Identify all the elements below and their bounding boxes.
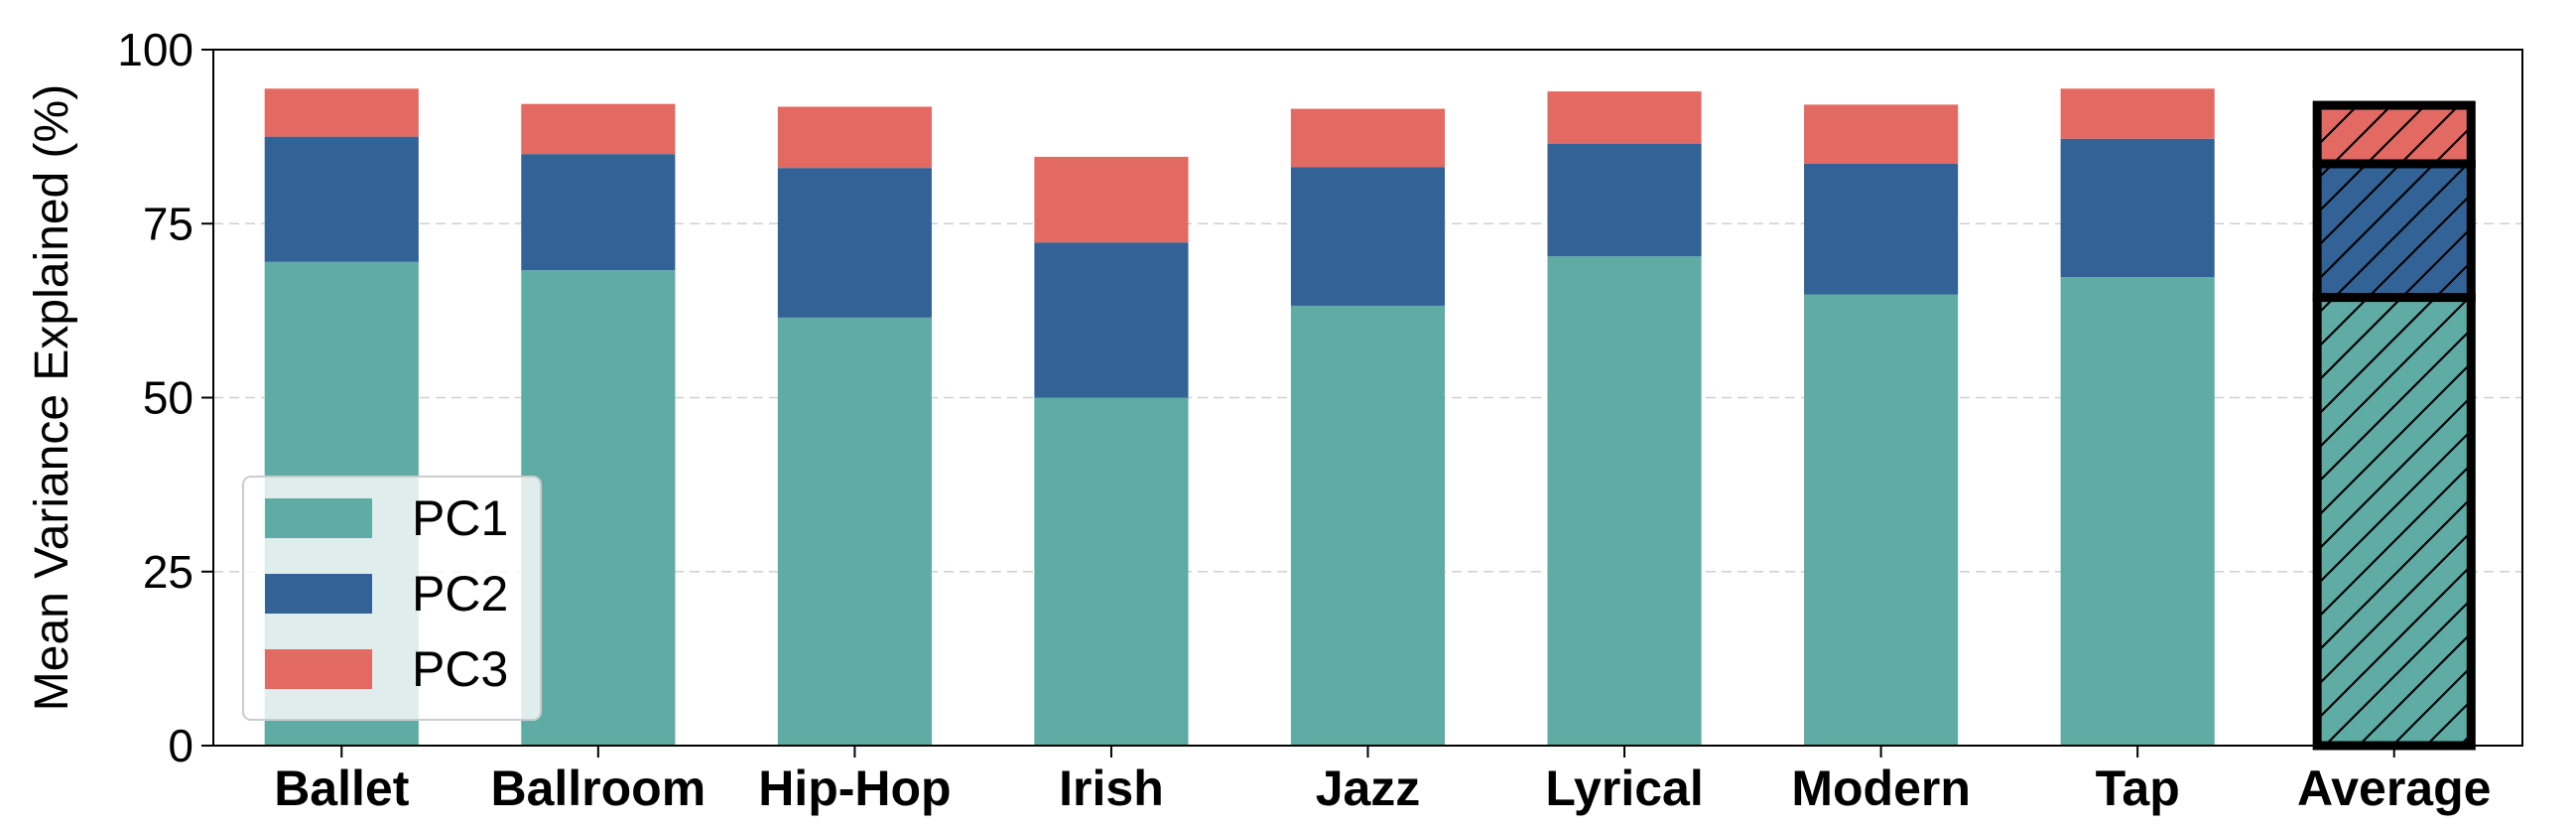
bar-segment-pc2: [2060, 138, 2215, 278]
bar-hatch: [2317, 163, 2472, 298]
bar-highlight-border: [2312, 100, 2476, 169]
bar-hatch: [2317, 297, 2472, 746]
y-tick-label: 50: [143, 372, 193, 424]
y-tick-label: 75: [143, 198, 193, 249]
legend-label-pc1: PC1: [412, 490, 508, 546]
bar-segment-pc2: [777, 168, 932, 318]
bar-segment-pc1: [1290, 305, 1446, 746]
bar-segment-pc1: [1547, 256, 1702, 746]
x-tick-label: Lyrical: [1545, 761, 1703, 816]
bar-segment-pc3: [1804, 104, 1959, 164]
x-tick-label: Irish: [1059, 761, 1164, 816]
bar-segment-pc2: [1034, 242, 1189, 398]
x-tick-label: Hip-Hop: [758, 761, 951, 816]
axes: 0 25 50 75 100 Ballet Ballroom Hip-Hop Irish Jazz…: [117, 24, 2491, 816]
legend: PC1 PC2 PC3: [242, 476, 542, 721]
bar-segment-pc1: [2060, 277, 2215, 746]
bar-segment-pc1: [1804, 294, 1959, 746]
bar-segment-pc1: [777, 317, 932, 746]
y-tick-label: 100: [117, 24, 193, 75]
bar-segment-pc2: [521, 154, 676, 271]
bar-hatch: [2317, 105, 2472, 164]
bar-segment-pc2: [1290, 167, 1446, 306]
bar-segment-pc3: [1034, 156, 1189, 243]
x-tick-label: Modern: [1791, 761, 1971, 816]
y-tick-label: 25: [143, 546, 193, 598]
bar-segment-pc1: [1034, 397, 1189, 746]
bar-segment-pc2: [1804, 163, 1959, 295]
bar-segment-pc1: [521, 270, 676, 746]
x-tick-label: Jazz: [1316, 761, 1421, 816]
legend-label-pc2: PC2: [412, 566, 508, 622]
bars: [264, 88, 2476, 751]
x-tick-label: Ballroom: [490, 761, 706, 816]
y-tick-label: 0: [168, 720, 193, 771]
x-tick-label: Tap: [2096, 761, 2180, 816]
bar-segment-pc3: [1290, 108, 1446, 168]
x-tick-label: Average: [2297, 761, 2491, 816]
y-axis-label: Mean Variance Explained (%): [26, 84, 78, 711]
legend-label-pc3: PC3: [412, 641, 508, 697]
bar-segment-pc3: [521, 103, 676, 155]
legend-swatch-pc2: [265, 574, 372, 614]
legend-swatch-pc1: [265, 498, 372, 538]
bar-segment-pc3: [2060, 88, 2215, 139]
bar-segment-pc3: [1547, 91, 1702, 144]
legend-swatch-pc3: [265, 649, 372, 689]
bar-segment-pc3: [777, 106, 932, 169]
bar-segment-pc2: [1547, 143, 1702, 257]
x-tick-label: Ballet: [274, 761, 410, 816]
bar-segment-pc3: [264, 88, 419, 137]
bar-segment-pc2: [264, 136, 419, 262]
